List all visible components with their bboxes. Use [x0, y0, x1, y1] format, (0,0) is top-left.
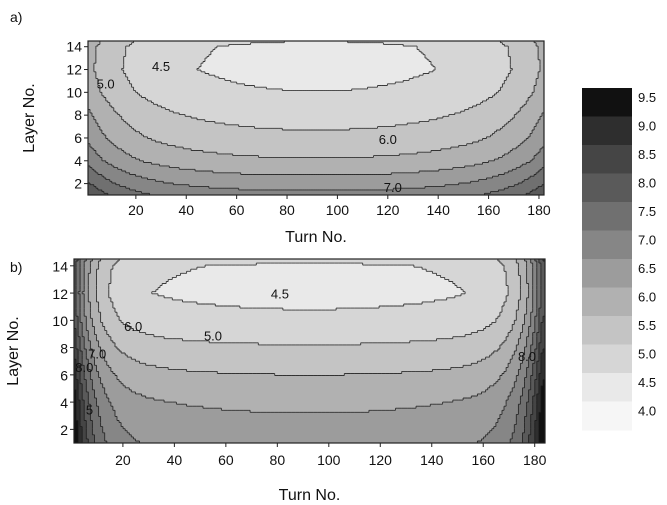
panel-a: 4.55.06.07.020 40 60 80 100 120 140 160 18024681… [10, 9, 551, 246]
